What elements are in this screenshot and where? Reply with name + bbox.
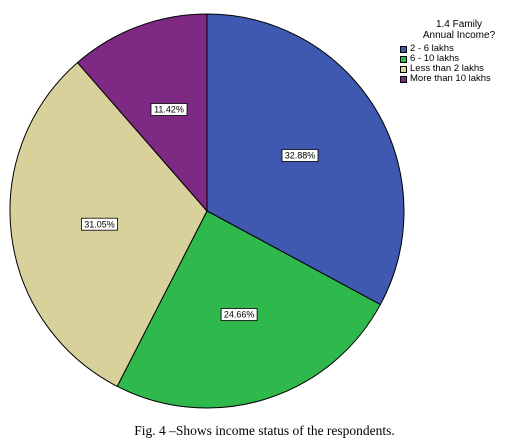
legend-label: More than 10 lakhs	[410, 73, 491, 84]
slice-label: 31.05%	[81, 217, 118, 231]
legend-swatch	[400, 55, 407, 63]
legend-item-6-10-lakhs: 6 - 10 lakhs	[400, 54, 518, 64]
legend-item-2-6-lakhs: 2 - 6 lakhs	[400, 44, 518, 54]
slice-label-box	[281, 149, 319, 162]
figure-caption: Fig. 4 –Shows income status of the respo…	[134, 423, 395, 438]
slice-label-text: 24.66%	[224, 310, 255, 320]
pie-chart: 32.88% 24.66% 31.05% 11.42% 1.4 Family Annu…	[9, 13, 518, 409]
legend-swatch	[400, 65, 407, 73]
pie-slice-more-than-10-lakhs	[76, 13, 208, 213]
legend-item-less-than-2-lakhs: Less than 2 lakhs	[400, 64, 518, 74]
legend-swatch	[400, 45, 407, 53]
legend-item-more-than-10-lakhs: More than 10 lakhs	[400, 74, 518, 84]
legend-title-line-1: 1.4 Family	[435, 19, 483, 30]
legend-label: 2 - 6 lakhs	[410, 43, 454, 54]
slice-label-text: 11.42%	[154, 105, 184, 115]
slice-label-box	[150, 103, 188, 116]
chart-legend: 1.4 Family Annual Income? 2 - 6 lakhs 6 …	[400, 19, 518, 84]
legend-title: 1.4 Family Annual Income?	[400, 19, 518, 41]
slice-label-box	[81, 217, 118, 231]
slice-label: 11.42%	[150, 103, 188, 116]
slice-label-text: 31.05%	[84, 219, 115, 229]
slice-label: 32.88%	[281, 149, 319, 162]
slice-label-text: 32.88%	[285, 151, 316, 161]
slice-label-box	[220, 308, 258, 321]
legend-swatch	[400, 75, 407, 83]
pie-chart-svg: 32.88% 24.66% 31.05% 11.42%	[9, 13, 405, 409]
legend-label: Less than 2 lakhs	[410, 63, 484, 74]
slice-label: 24.66%	[220, 308, 258, 321]
legend-title-line-2: Annual Income?	[422, 30, 496, 41]
legend-label: 6 - 10 lakhs	[410, 53, 460, 64]
